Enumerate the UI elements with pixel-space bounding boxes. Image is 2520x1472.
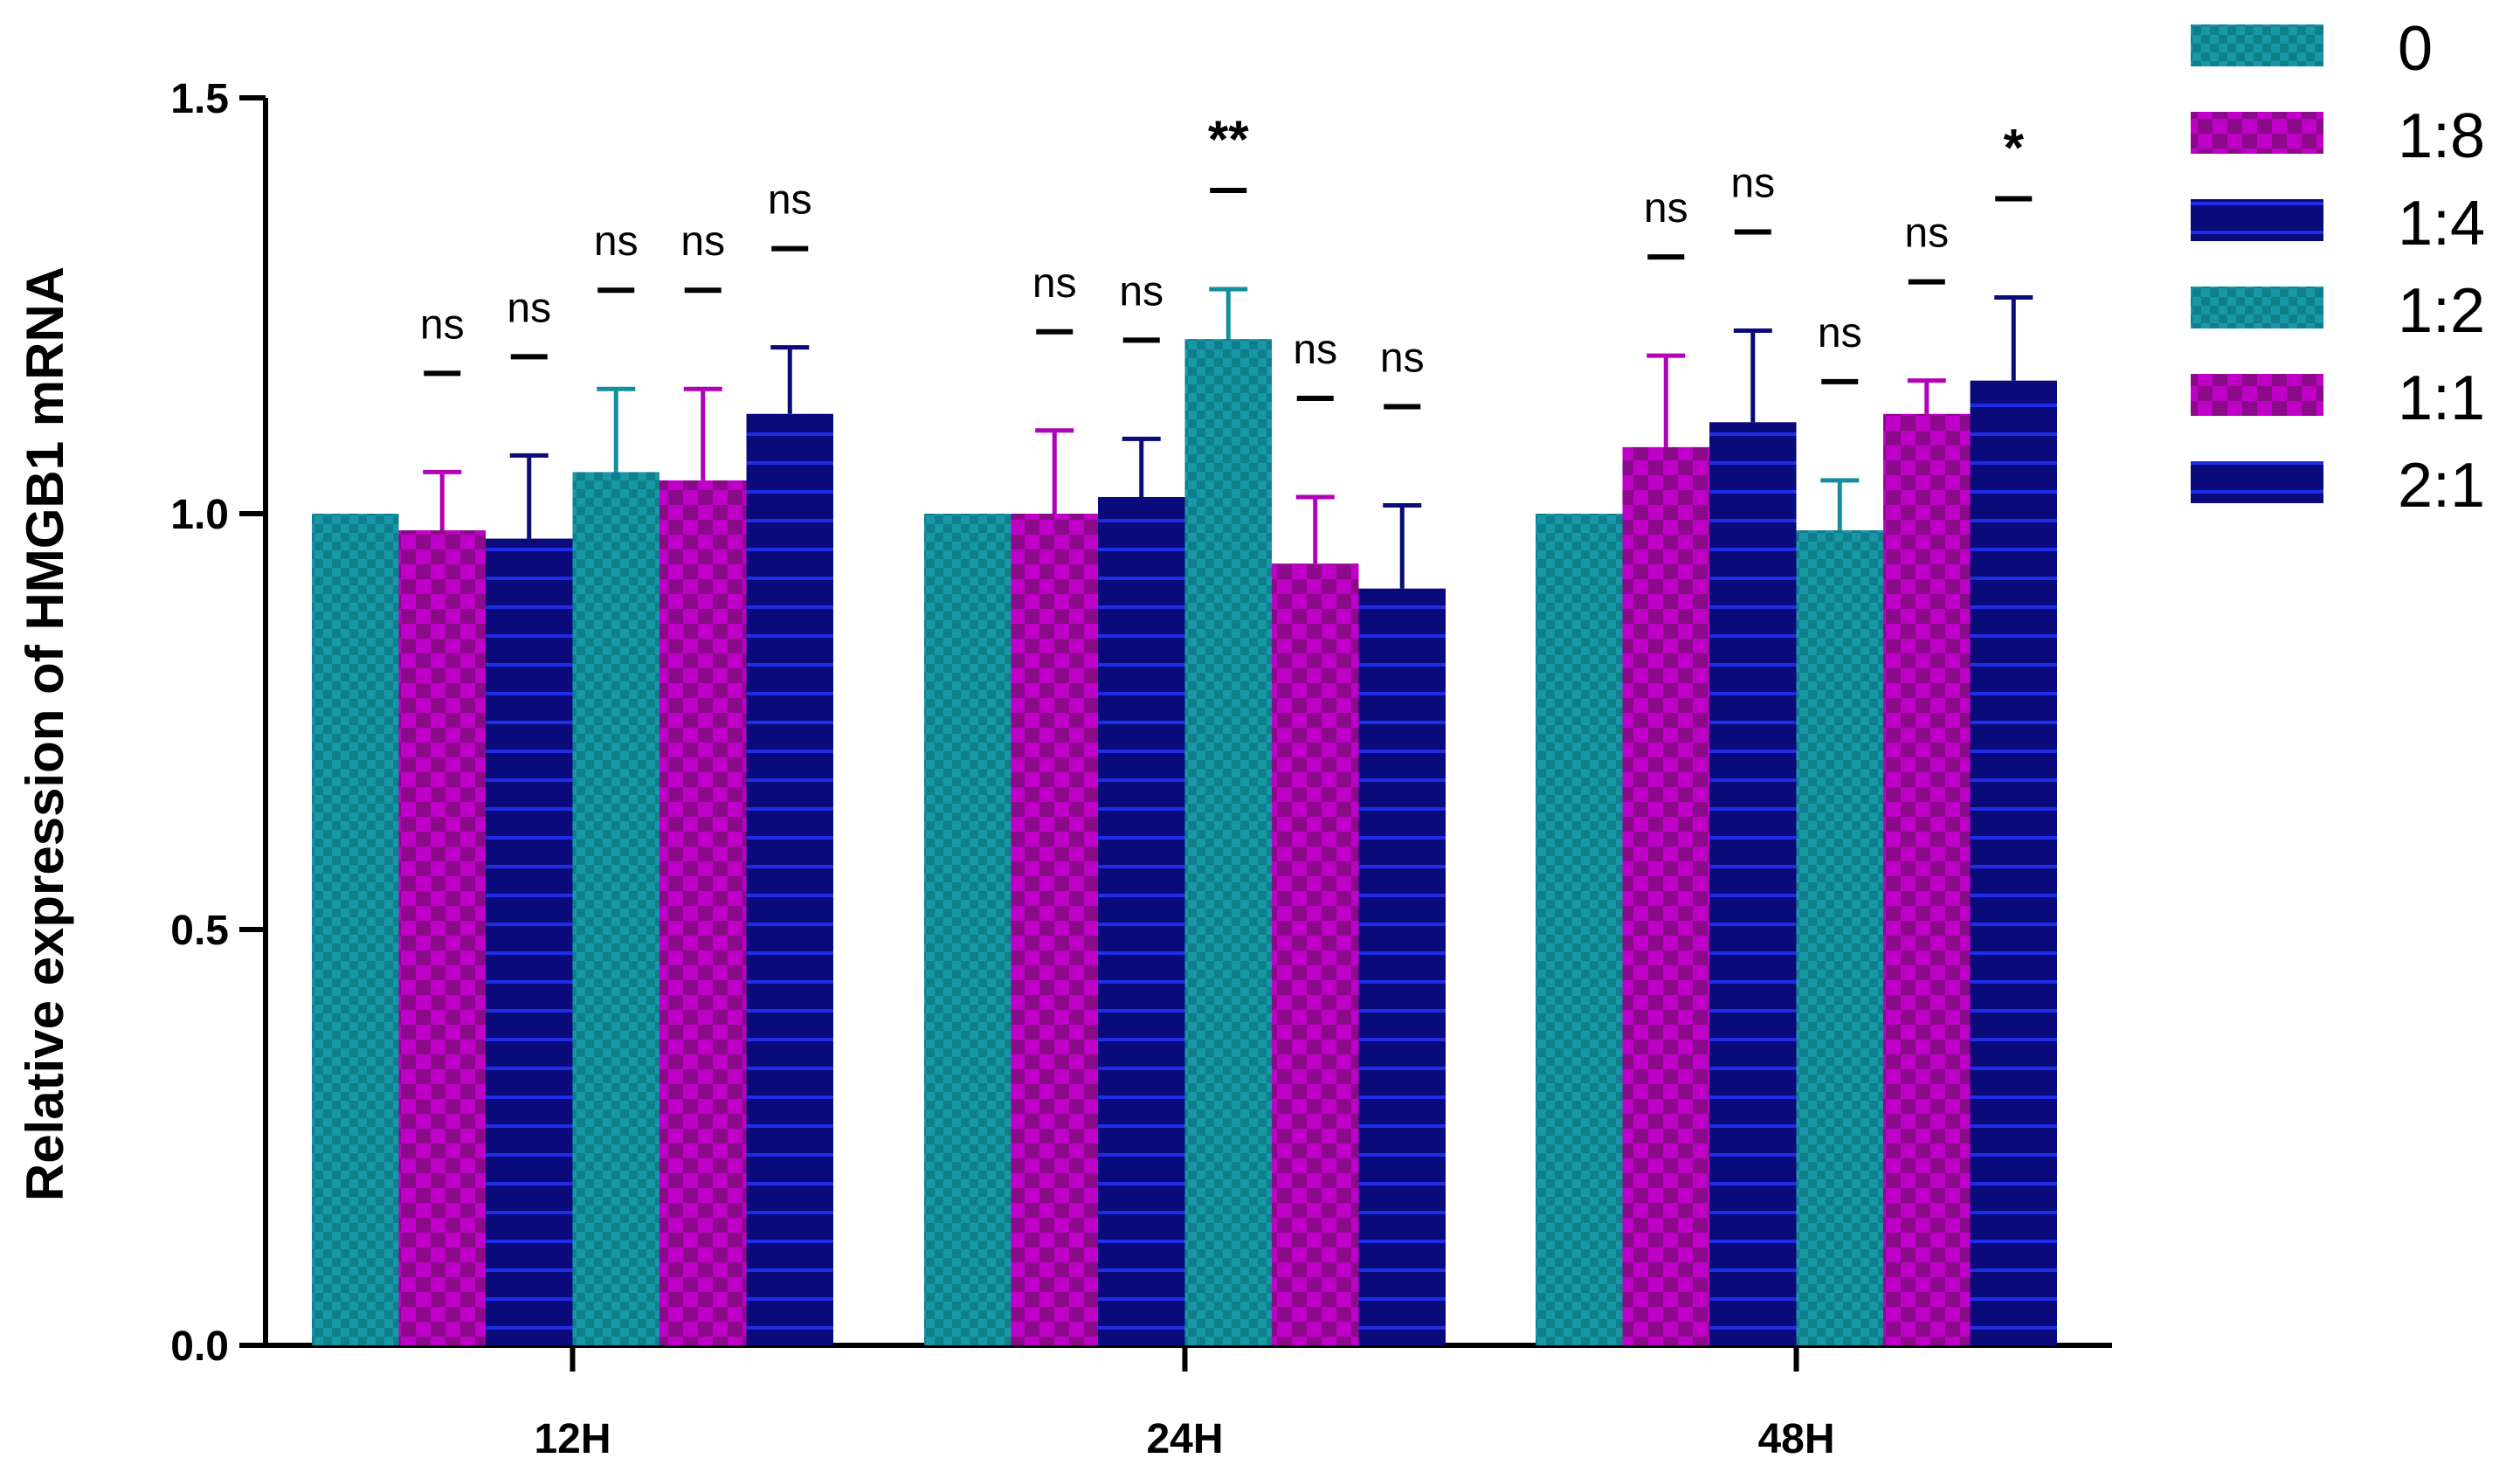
legend-label-3: 1:2 <box>2398 276 2485 346</box>
significance-label: ns <box>420 301 465 348</box>
bar-12h-series-3 <box>572 472 659 1345</box>
significance-label: ns <box>680 218 725 265</box>
y-tick-label: 0.0 <box>170 1323 229 1370</box>
bar-24h-series-2 <box>1098 496 1185 1345</box>
bar-48h-series-5 <box>1970 380 2057 1346</box>
bar-12h-series-5 <box>746 413 833 1345</box>
legend-label-4: 1:1 <box>2398 363 2485 433</box>
significance-label: * <box>2004 118 2025 176</box>
bar-12h-series-1 <box>398 530 486 1345</box>
legend-swatch-2 <box>2191 199 2323 241</box>
y-tick-label: 1.0 <box>170 492 229 538</box>
significance-label: ns <box>1904 211 1949 257</box>
significance-label: ns <box>1730 161 1775 207</box>
legend-swatch-0 <box>2191 24 2323 66</box>
bar-48h-series-4 <box>1883 413 1971 1345</box>
bar-24h-series-5 <box>1358 588 1446 1345</box>
legend-label-2: 1:4 <box>2398 189 2485 259</box>
bar-24h-series-0 <box>924 514 1011 1345</box>
x-tick-label-12h: 12H <box>534 1416 611 1462</box>
significance-label: ** <box>1208 110 1249 169</box>
legend-swatch-3 <box>2191 287 2323 328</box>
legend-label-0: 0 <box>2398 14 2433 84</box>
significance-label: ns <box>1293 327 1337 373</box>
significance-label: ns <box>1119 268 1163 314</box>
significance-label: ns <box>1380 335 1425 381</box>
bar-48h-series-2 <box>1709 422 1797 1345</box>
bar-12h-series-0 <box>312 514 399 1345</box>
x-tick-label-24h: 24H <box>1146 1416 1223 1462</box>
significance-label: ns <box>507 285 551 331</box>
bar-48h-series-1 <box>1622 446 1709 1346</box>
bar-24h-series-3 <box>1184 339 1272 1346</box>
bar-12h-series-2 <box>486 538 573 1345</box>
legend-label-5: 2:1 <box>2398 451 2485 521</box>
x-tick-label-48h: 48H <box>1757 1416 1834 1462</box>
legend-swatch-5 <box>2191 461 2323 503</box>
legend-swatch-1 <box>2191 112 2323 154</box>
bar-12h-series-4 <box>659 480 747 1345</box>
significance-label: ns <box>1818 310 1862 356</box>
y-axis-title: Relative expression of HMGB1 mRNA <box>16 266 74 1201</box>
legend-swatch-4 <box>2191 374 2323 416</box>
bar-48h-series-0 <box>1536 514 1623 1345</box>
legend-label-1: 1:8 <box>2398 101 2485 171</box>
y-tick-label: 1.5 <box>170 76 229 122</box>
bar-24h-series-4 <box>1272 563 1359 1345</box>
y-tick-label: 0.5 <box>170 908 229 954</box>
bar-24h-series-1 <box>1011 514 1098 1345</box>
significance-label: ns <box>768 177 812 224</box>
bar-48h-series-3 <box>1796 530 1883 1345</box>
significance-label: ns <box>594 218 639 265</box>
significance-label: ns <box>1032 260 1077 307</box>
significance-label: ns <box>1644 185 1688 232</box>
